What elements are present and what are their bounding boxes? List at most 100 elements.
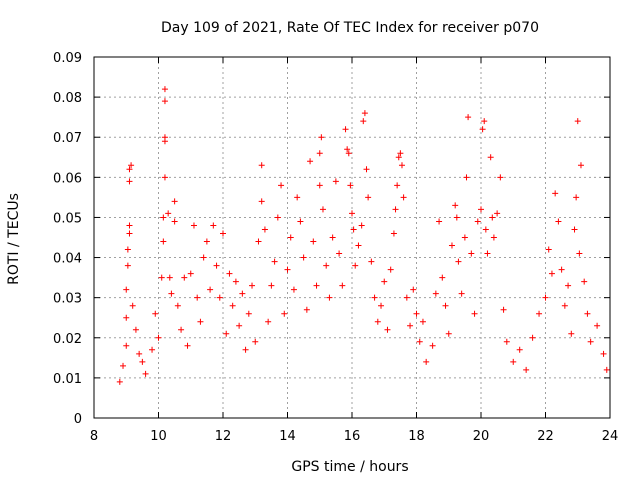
y-tick-label: 0.06 bbox=[53, 171, 82, 186]
data-point bbox=[161, 134, 168, 141]
data-point bbox=[584, 310, 591, 317]
data-point bbox=[542, 294, 549, 301]
data-point bbox=[200, 254, 207, 261]
data-point bbox=[232, 278, 239, 285]
x-tick-label: 22 bbox=[537, 429, 554, 444]
data-point bbox=[603, 366, 610, 373]
data-point bbox=[274, 214, 281, 221]
data-point bbox=[358, 222, 365, 229]
data-point bbox=[463, 174, 470, 181]
data-point bbox=[365, 194, 372, 201]
data-point bbox=[445, 330, 452, 337]
data-point bbox=[489, 214, 496, 221]
data-point bbox=[339, 282, 346, 289]
data-point bbox=[371, 294, 378, 301]
data-point bbox=[190, 222, 197, 229]
y-tick-label: 0.09 bbox=[53, 51, 82, 66]
data-point bbox=[439, 274, 446, 281]
data-point bbox=[216, 294, 223, 301]
data-point bbox=[374, 318, 381, 325]
data-point bbox=[574, 118, 581, 125]
data-point bbox=[442, 302, 449, 309]
data-point bbox=[378, 302, 385, 309]
data-point bbox=[242, 346, 249, 353]
data-point bbox=[281, 310, 288, 317]
data-point bbox=[223, 330, 230, 337]
data-point bbox=[203, 238, 210, 245]
data-point bbox=[161, 98, 168, 105]
data-point bbox=[552, 190, 559, 197]
data-point bbox=[494, 210, 501, 217]
data-point bbox=[268, 282, 275, 289]
data-point bbox=[416, 338, 423, 345]
y-tick-label: 0.07 bbox=[53, 131, 82, 146]
data-point bbox=[187, 270, 194, 277]
data-point bbox=[287, 234, 294, 241]
data-point bbox=[124, 262, 131, 269]
data-point bbox=[432, 290, 439, 297]
data-point bbox=[323, 262, 330, 269]
data-point bbox=[448, 242, 455, 249]
data-point bbox=[168, 290, 175, 297]
y-tick-label: 0.05 bbox=[53, 211, 82, 226]
data-point bbox=[392, 206, 399, 213]
data-point bbox=[316, 182, 323, 189]
data-point bbox=[300, 254, 307, 261]
data-point bbox=[503, 338, 510, 345]
data-point bbox=[236, 322, 243, 329]
data-point bbox=[561, 302, 568, 309]
data-point bbox=[398, 162, 405, 169]
data-point bbox=[577, 162, 584, 169]
data-point bbox=[565, 282, 572, 289]
data-point bbox=[452, 202, 459, 209]
data-point bbox=[319, 206, 326, 213]
data-point bbox=[132, 326, 139, 333]
data-point bbox=[310, 238, 317, 245]
data-point bbox=[316, 150, 323, 157]
data-point bbox=[548, 270, 555, 277]
data-point bbox=[174, 302, 181, 309]
data-point bbox=[436, 218, 443, 225]
data-point bbox=[229, 302, 236, 309]
data-point bbox=[347, 182, 354, 189]
data-point bbox=[568, 330, 575, 337]
y-tick-label: 0.08 bbox=[53, 91, 82, 106]
data-point bbox=[352, 262, 359, 269]
y-tick-label: 0.01 bbox=[53, 372, 82, 387]
data-point bbox=[265, 318, 272, 325]
data-point bbox=[429, 342, 436, 349]
data-point bbox=[344, 146, 351, 153]
data-point bbox=[395, 154, 402, 161]
data-point bbox=[594, 322, 601, 329]
data-point bbox=[487, 154, 494, 161]
data-point bbox=[361, 110, 368, 117]
data-point bbox=[581, 278, 588, 285]
data-point bbox=[129, 302, 136, 309]
data-point bbox=[355, 242, 362, 249]
data-point bbox=[184, 342, 191, 349]
x-axis-label: GPS time / hours bbox=[291, 459, 408, 475]
data-point bbox=[313, 282, 320, 289]
data-point bbox=[458, 290, 465, 297]
data-point bbox=[178, 326, 185, 333]
data-point bbox=[474, 218, 481, 225]
data-point bbox=[381, 278, 388, 285]
data-point bbox=[307, 158, 314, 165]
data-point bbox=[166, 274, 173, 281]
data-point bbox=[368, 258, 375, 265]
y-axis-label: ROTI / TECUs bbox=[6, 193, 22, 285]
data-point bbox=[571, 226, 578, 233]
data-point bbox=[465, 114, 472, 121]
data-point bbox=[155, 334, 162, 341]
x-tick-label: 10 bbox=[150, 429, 167, 444]
data-point bbox=[128, 162, 135, 169]
data-point bbox=[258, 198, 265, 205]
x-tick-label: 20 bbox=[473, 429, 490, 444]
data-point bbox=[294, 194, 301, 201]
y-tick-label: 0.03 bbox=[53, 292, 82, 307]
data-point bbox=[123, 342, 130, 349]
data-point bbox=[142, 370, 149, 377]
data-point bbox=[419, 318, 426, 325]
data-point bbox=[423, 358, 430, 365]
